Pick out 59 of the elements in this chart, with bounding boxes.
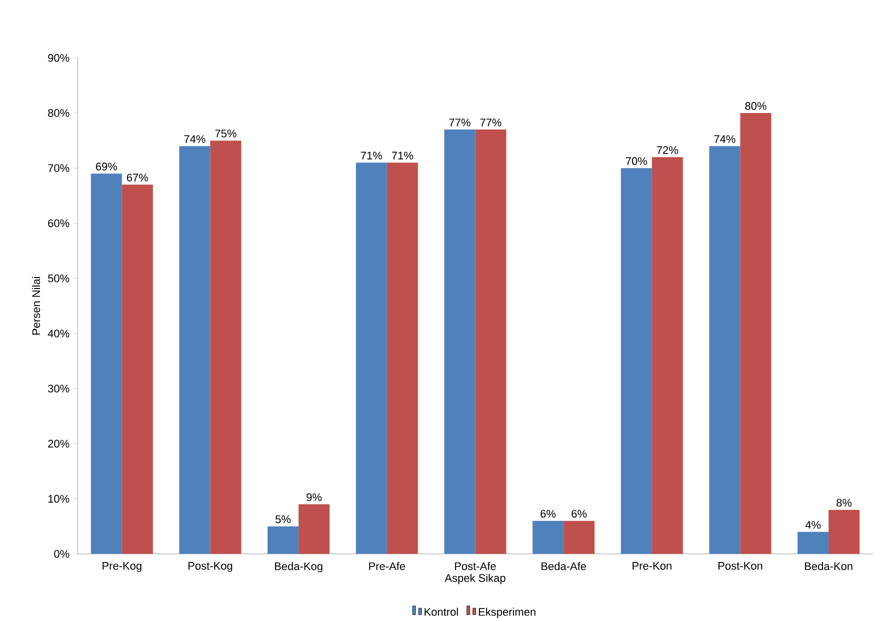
data-label: 80% — [745, 102, 766, 110]
bar — [210, 140, 242, 554]
bar — [620, 168, 652, 554]
y-tick-label: 20% — [48, 440, 70, 448]
bar — [444, 129, 476, 554]
data-label: 6% — [572, 510, 587, 518]
bar — [740, 112, 772, 554]
data-label: 70% — [626, 157, 648, 165]
data-label: 71% — [360, 152, 382, 160]
x-tick-label: Pre-Afe — [369, 562, 406, 570]
data-label: 71% — [392, 152, 414, 160]
data-label: 69% — [96, 162, 118, 170]
data-label: 8% — [836, 498, 852, 506]
bar — [298, 504, 330, 554]
data-label: 72% — [656, 146, 678, 154]
data-label: 75% — [215, 129, 236, 138]
x-tick-label: Pre-Kog — [102, 562, 142, 572]
x-tick-label: Beda-Kon — [805, 562, 852, 570]
x-axis-title: Aspek Sikap — [444, 574, 506, 584]
data-label: 4% — [805, 520, 821, 529]
y-tick-label: 90% — [48, 54, 70, 62]
y-tick-label: 70% — [48, 164, 70, 172]
data-label: 6% — [540, 510, 556, 518]
data-label: 74% — [714, 135, 736, 143]
legend-label: Eksperimen — [478, 608, 536, 618]
bar — [268, 526, 299, 554]
y-tick-label: 50% — [48, 274, 70, 282]
bar — [90, 173, 122, 554]
x-tick-label: Pre-Kon — [632, 562, 672, 570]
bar — [828, 510, 860, 554]
bar — [475, 129, 506, 554]
y-tick-label: 60% — [48, 219, 70, 227]
x-tick-label: Beda-Kog — [275, 562, 322, 572]
y-tick-label: 10% — [48, 494, 70, 503]
bar — [709, 146, 740, 554]
bar — [564, 520, 595, 554]
data-label: 67% — [126, 174, 148, 182]
x-tick-label: Beda-Afe — [542, 562, 586, 570]
data-label: 77% — [480, 118, 502, 126]
x-tick-label: Post-Kog — [188, 562, 232, 572]
x-tick-label: Post-Afe — [455, 562, 496, 570]
y-tick-label: 40% — [48, 329, 70, 338]
data-label: 74% — [184, 135, 206, 143]
bar — [122, 184, 153, 554]
data-label: 9% — [306, 493, 322, 501]
y-tick-label: 0% — [54, 550, 70, 558]
data-label: 5% — [276, 515, 291, 523]
y-axis-title: Persen Nilai — [32, 276, 40, 334]
legend-label: Kontrol — [424, 608, 458, 616]
y-tick-label: 30% — [48, 384, 70, 392]
bar — [652, 156, 683, 554]
bar — [798, 532, 829, 554]
bar — [532, 520, 564, 554]
data-label: 77% — [449, 118, 470, 126]
bar — [386, 162, 418, 554]
bar — [179, 146, 210, 554]
x-tick-label: Post-Kon — [718, 562, 762, 570]
bar — [356, 162, 387, 554]
y-tick-label: 80% — [48, 108, 70, 117]
